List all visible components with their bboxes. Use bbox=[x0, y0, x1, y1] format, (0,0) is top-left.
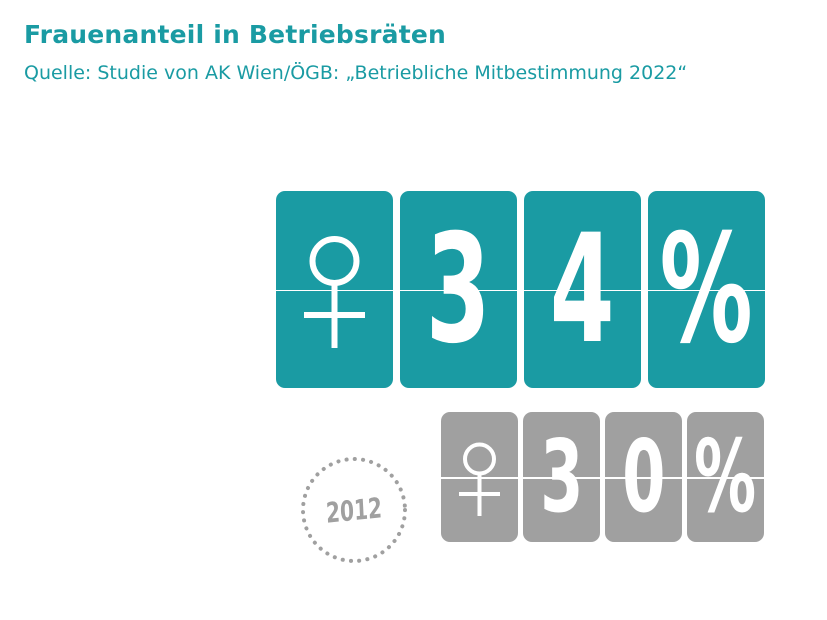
previous-share-tiles: 3 0 % bbox=[441, 412, 764, 542]
tile-split-line bbox=[276, 289, 393, 291]
current-digit-tile-2: 4 bbox=[524, 191, 641, 388]
year-label-wrap: 2012 bbox=[299, 455, 409, 565]
previous-digit-tile-2: 0 bbox=[605, 412, 682, 542]
tile-split-line bbox=[524, 289, 641, 291]
tile-split-line bbox=[523, 477, 600, 479]
current-percent-tile: % bbox=[648, 191, 765, 388]
previous-percent-tile: % bbox=[687, 412, 764, 542]
previous-digit-2: 0 bbox=[621, 418, 666, 535]
previous-symbol-tile bbox=[441, 412, 518, 542]
tile-split-line bbox=[605, 477, 682, 479]
female-symbol-icon bbox=[459, 442, 500, 516]
chart-subtitle: Quelle: Studie von AK Wien/ÖGB: „Betrieb… bbox=[24, 62, 688, 84]
female-symbol-icon bbox=[304, 236, 365, 348]
year-badge: 2012 bbox=[299, 455, 409, 565]
current-share-tiles: 3 4 % bbox=[276, 191, 765, 388]
current-symbol-tile bbox=[276, 191, 393, 388]
previous-digit-1: 3 bbox=[539, 418, 584, 535]
tile-split-line bbox=[400, 289, 517, 291]
tile-split-line bbox=[687, 477, 764, 479]
chart-title: Frauenanteil in Betriebsräten bbox=[24, 20, 447, 49]
previous-percent-sign: % bbox=[694, 418, 757, 535]
year-label: 2012 bbox=[325, 490, 383, 530]
tile-split-line bbox=[648, 289, 765, 291]
previous-digit-tile-1: 3 bbox=[523, 412, 600, 542]
current-digit-tile-1: 3 bbox=[400, 191, 517, 388]
tile-split-line bbox=[441, 477, 518, 479]
dotted-circle-icon bbox=[301, 457, 407, 563]
